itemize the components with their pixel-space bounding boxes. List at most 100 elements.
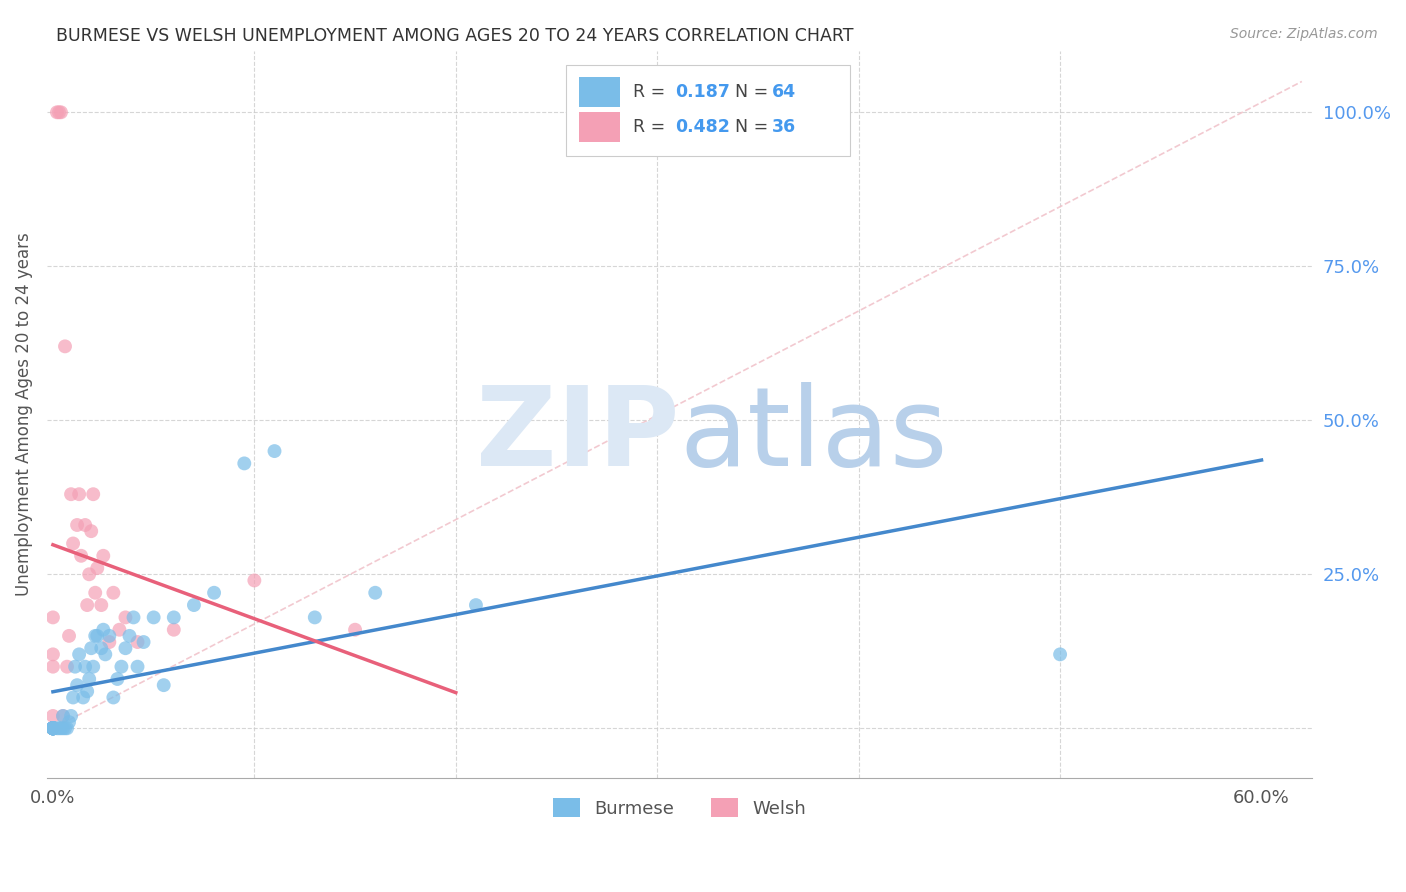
Point <box>66 678 89 692</box>
Point <box>105 672 128 686</box>
Point <box>48 721 70 735</box>
Point <box>42 610 65 624</box>
Point <box>94 648 117 662</box>
Point <box>67 648 90 662</box>
Point <box>86 629 108 643</box>
Point <box>77 672 100 686</box>
Point <box>48 105 70 120</box>
Point <box>91 623 114 637</box>
Text: N =: N = <box>724 118 773 136</box>
Point <box>42 721 65 735</box>
Point <box>42 721 65 735</box>
FancyBboxPatch shape <box>579 77 620 107</box>
Point <box>53 339 76 353</box>
Point <box>1049 648 1071 662</box>
Point <box>42 721 65 735</box>
Point <box>75 659 97 673</box>
Point <box>84 586 107 600</box>
Point <box>108 623 131 637</box>
Point <box>60 709 83 723</box>
Point <box>42 721 65 735</box>
Point <box>103 586 125 600</box>
Point <box>42 721 65 735</box>
Point <box>127 635 149 649</box>
Point <box>118 629 141 643</box>
Point <box>60 487 83 501</box>
Point <box>80 641 103 656</box>
Point <box>86 561 108 575</box>
Point <box>49 105 72 120</box>
Point <box>76 684 98 698</box>
Point <box>91 549 114 563</box>
Point <box>42 721 65 735</box>
Text: N =: N = <box>724 83 773 101</box>
Point <box>80 524 103 538</box>
Point <box>56 721 79 735</box>
Point <box>243 574 266 588</box>
Point <box>62 690 84 705</box>
Point <box>42 721 65 735</box>
Point <box>127 659 149 673</box>
Text: 36: 36 <box>772 118 796 136</box>
Point <box>42 721 65 735</box>
Point <box>304 610 326 624</box>
Point <box>42 721 65 735</box>
Point <box>66 518 89 533</box>
Text: atlas: atlas <box>679 383 948 490</box>
Point <box>84 629 107 643</box>
Point <box>52 721 75 735</box>
Point <box>103 690 125 705</box>
Point <box>42 721 65 735</box>
Point <box>42 721 65 735</box>
Point <box>56 659 79 673</box>
Point <box>42 721 65 735</box>
Point <box>58 629 80 643</box>
Text: 0.187: 0.187 <box>676 83 731 101</box>
Point <box>42 648 65 662</box>
Point <box>42 709 65 723</box>
Point <box>53 721 76 735</box>
Text: R =: R = <box>633 118 671 136</box>
Point <box>114 610 136 624</box>
Point <box>122 610 145 624</box>
Point <box>76 598 98 612</box>
Point <box>233 457 256 471</box>
Text: ZIP: ZIP <box>477 383 679 490</box>
Point <box>42 721 65 735</box>
Point <box>72 690 94 705</box>
Text: Source: ZipAtlas.com: Source: ZipAtlas.com <box>1230 27 1378 41</box>
Point <box>42 721 65 735</box>
Point <box>82 487 104 501</box>
Point <box>52 709 75 723</box>
FancyBboxPatch shape <box>565 65 851 156</box>
Text: 64: 64 <box>772 83 796 101</box>
Point <box>344 623 367 637</box>
Point <box>163 623 186 637</box>
Point <box>90 641 112 656</box>
Point <box>183 598 205 612</box>
Point <box>42 721 65 735</box>
Point <box>67 487 90 501</box>
Point <box>58 715 80 730</box>
Point <box>98 629 121 643</box>
Point <box>42 721 65 735</box>
Point <box>77 567 100 582</box>
Point <box>90 598 112 612</box>
Point <box>163 610 186 624</box>
Point <box>75 518 97 533</box>
Point <box>42 721 65 735</box>
Point <box>42 721 65 735</box>
Point <box>364 586 387 600</box>
Point <box>42 721 65 735</box>
Y-axis label: Unemployment Among Ages 20 to 24 years: Unemployment Among Ages 20 to 24 years <box>15 232 32 596</box>
Point <box>42 659 65 673</box>
Text: BURMESE VS WELSH UNEMPLOYMENT AMONG AGES 20 TO 24 YEARS CORRELATION CHART: BURMESE VS WELSH UNEMPLOYMENT AMONG AGES… <box>56 27 853 45</box>
Point <box>114 641 136 656</box>
Point <box>42 721 65 735</box>
FancyBboxPatch shape <box>579 112 620 142</box>
Point <box>46 721 69 735</box>
Point <box>202 586 225 600</box>
Point <box>132 635 155 649</box>
Point <box>70 549 93 563</box>
Point <box>63 659 86 673</box>
